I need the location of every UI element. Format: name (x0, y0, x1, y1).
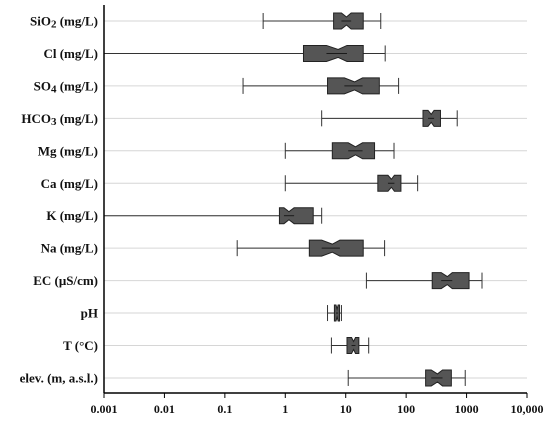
category-label-ph: pH (81, 306, 98, 321)
x-tick-label-0: 0.001 (91, 402, 118, 416)
axes (103, 5, 528, 398)
category-labels: SiO2 (mg/L) Cl (mg/L) SO4 (mg/L) HCO3 (mg/L… (20, 14, 98, 386)
box-series (103, 12, 483, 387)
x-tick-label-4: 10 (340, 402, 352, 416)
box-k-mg-l (278, 207, 314, 225)
category-label-so4-mg-l: SO4 (mg/L) (34, 78, 98, 95)
category-label-na-mg-l: Na (mg/L) (41, 241, 98, 256)
category-label-ca-mg-l: Ca (mg/L) (41, 176, 98, 191)
x-tick-label-2: 0.1 (217, 402, 232, 416)
x-tick-label-1: 0.01 (154, 402, 175, 416)
category-label-elev-m-a-s-l: elev. (m, a.s.l.) (20, 370, 98, 385)
grid-lines (104, 20, 527, 379)
category-label-mg-mg-l: Mg (mg/L) (38, 143, 98, 158)
x-tick-label-6: 1000 (455, 402, 479, 416)
category-label-hco3-mg-l: HCO3 (mg/L) (21, 111, 98, 128)
category-label-ec-s-cm: EC (μS/cm) (33, 273, 98, 288)
x-tick-label-3: 1 (282, 402, 288, 416)
category-label-cl-mg-l: Cl (mg/L) (43, 46, 98, 61)
category-label-t-c: T (°C) (63, 338, 98, 353)
x-tick-label-5: 100 (397, 402, 415, 416)
x-tick-labels: 0.001 0.01 0.1 1 10 100 1000 10,000 (91, 402, 544, 416)
x-tick-label-7: 10,000 (511, 402, 544, 416)
category-label-sio2-mg-l: SiO2 (mg/L) (30, 14, 98, 31)
category-label-k-mg-l: K (mg/L) (46, 208, 98, 223)
